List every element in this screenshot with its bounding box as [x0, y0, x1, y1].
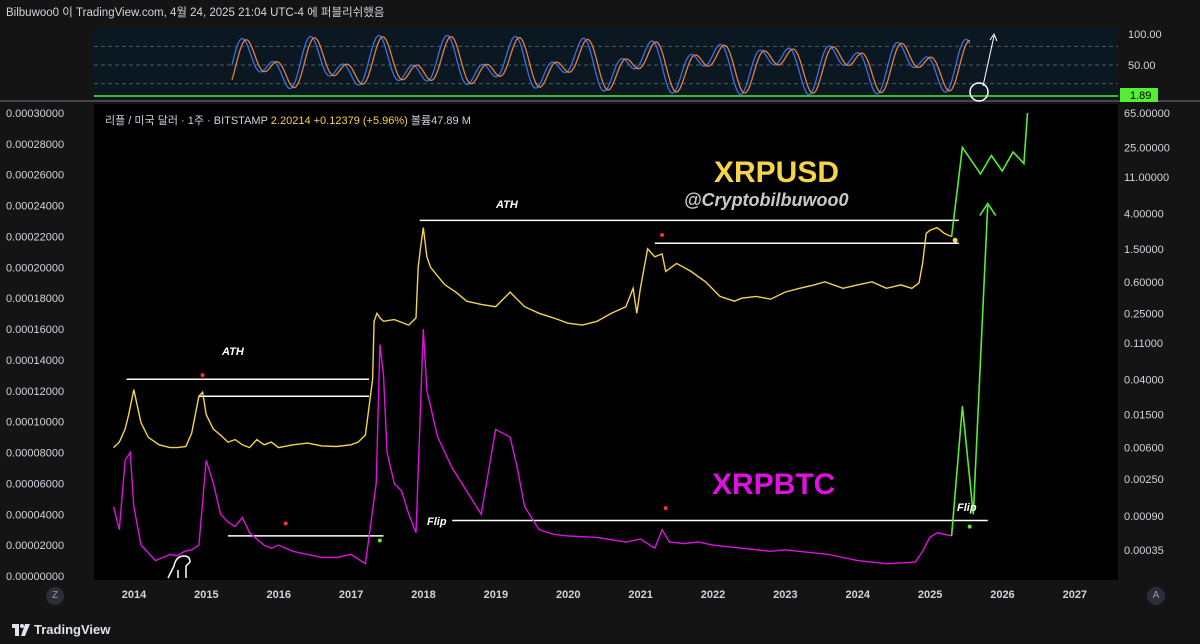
symbol-legend: 리플 / 미국 달러 · 1주 · BITSTAMP 2.20214 +0.12… — [105, 112, 471, 128]
auto-scale-button[interactable]: A — [1147, 587, 1165, 605]
symbol-price: 2.20214 — [270, 115, 311, 127]
dinosaur-icon — [167, 555, 191, 579]
x-tick-2015: 2015 — [194, 589, 218, 601]
author-watermark: @Cryptobilbuwoo0 — [684, 190, 849, 210]
right-tick-0.25000: 0.25000 — [1124, 308, 1164, 320]
right-tick-11.00000: 11.00000 — [1124, 172, 1169, 184]
x-tick-2021: 2021 — [628, 589, 652, 601]
marker-red-2015 — [200, 373, 205, 378]
oscillator-tick-50: 50.00 — [1128, 60, 1156, 72]
right-tick-0.00600: 0.00600 — [1124, 443, 1164, 455]
left-tick-10: 0.00020000 — [6, 262, 64, 274]
left-tick-1: 0.00002000 — [6, 540, 64, 552]
left-tick-15: 0.00030000 — [6, 108, 64, 120]
x-tick-2024: 2024 — [845, 589, 870, 601]
right-tick-4.00000: 4.00000 — [1124, 208, 1164, 220]
left-tick-8: 0.00016000 — [6, 324, 64, 336]
symbol-change: +0.12379 (+5.96%) — [313, 115, 408, 127]
current-price-dot — [952, 237, 958, 243]
x-tick-2017: 2017 — [339, 589, 363, 601]
x-tick-2023: 2023 — [773, 589, 797, 601]
x-tick-2020: 2020 — [556, 589, 580, 601]
right-tick-65.00000: 65.00000 — [1124, 108, 1170, 120]
right-tick-0.60000: 0.60000 — [1124, 277, 1164, 289]
x-tick-2014: 2014 — [122, 589, 147, 601]
left-tick-0: 0.00000000 — [6, 571, 64, 583]
symbol-name: 리플 / 미국 달러 · 1주 · BITSTAMP — [105, 115, 268, 127]
chart-svg[interactable]: 100.00 50.00 1.89 2014 2015 2016 2017 2018 2019 2… — [0, 0, 1200, 616]
marker-red-2021 — [660, 232, 665, 237]
publish-header: Bilbuwoo0 이 TradingView.com, 4월 24, 2025… — [6, 7, 385, 19]
xrpbtc-projection-path — [950, 205, 989, 536]
x-tick-2022: 2022 — [701, 589, 725, 601]
oscillator-value-badge — [1120, 88, 1158, 102]
xrpusd-title-label: XRPUSD — [714, 156, 839, 189]
ath-label-2014: ATH — [221, 346, 245, 358]
left-tick-3: 0.00006000 — [6, 478, 64, 490]
left-tick-13: 0.00026000 — [6, 170, 64, 182]
oscillator-k-line — [231, 34, 971, 96]
timezone-button[interactable]: Z — [46, 587, 64, 605]
left-tick-9: 0.00018000 — [6, 293, 64, 305]
right-tick-0.00090: 0.00090 — [1124, 511, 1164, 523]
symbol-volume: 볼륨47.89 M — [410, 115, 471, 127]
x-tick-2019: 2019 — [484, 589, 508, 601]
x-tick-2027: 2027 — [1063, 589, 1087, 601]
left-tick-5: 0.00010000 — [6, 417, 64, 429]
marker-red-2021-btc — [663, 506, 668, 511]
tradingview-logo-icon — [12, 624, 30, 636]
right-tick-0.00035: 0.00035 — [1124, 545, 1164, 557]
right-tick-0.01500: 0.01500 — [1124, 410, 1164, 422]
left-tick-12: 0.00024000 — [6, 201, 64, 213]
xrpusd-projection-path — [950, 112, 1029, 237]
footer-bar: TradingView — [0, 616, 1200, 644]
right-tick-0.00250: 0.00250 — [1124, 474, 1164, 486]
oscillator-value-label: 1.89 — [1130, 90, 1151, 102]
x-tick-2025: 2025 — [918, 589, 942, 601]
oscillator-arrow-head — [989, 32, 998, 42]
right-tick-1.50000: 1.50000 — [1124, 244, 1164, 256]
marker-green-2017 — [377, 538, 382, 543]
right-tick-25.00000: 25.00000 — [1124, 142, 1170, 154]
right-tick-0.11000: 0.11000 — [1124, 338, 1163, 350]
tradingview-brand: TradingView — [34, 622, 111, 637]
left-tick-2: 0.00004000 — [6, 509, 64, 521]
oscillator-tick-100: 100.00 — [1128, 29, 1162, 41]
oscillator-arrow — [982, 35, 995, 87]
oscillator-d-line — [231, 36, 971, 94]
xrpusd-series-line — [113, 226, 952, 449]
x-tick-2018: 2018 — [411, 589, 435, 601]
left-tick-4: 0.00008000 — [6, 448, 64, 460]
ath-label-2018: ATH — [495, 199, 519, 211]
left-tick-14: 0.00028000 — [6, 139, 64, 151]
xrpbtc-series-line — [112, 329, 952, 565]
oscillator-highlight-circle — [969, 82, 989, 102]
left-tick-6: 0.00012000 — [6, 386, 64, 398]
right-tick-0.04000: 0.04000 — [1124, 374, 1164, 386]
left-tick-11: 0.00022000 — [6, 231, 64, 243]
main-pane-background — [94, 104, 1118, 580]
left-tick-7: 0.00014000 — [6, 355, 64, 367]
xrpbtc-title-label: XRPBTC — [712, 468, 835, 501]
pane-divider — [0, 100, 1200, 102]
flip-label-2017: Flip — [427, 516, 447, 528]
x-tick-2016: 2016 — [267, 589, 291, 601]
xrpbtc-projection-arrow — [979, 202, 997, 217]
flip-label-2025: Flip — [957, 502, 977, 514]
marker-green-2025 — [967, 524, 972, 529]
marker-red-2016 — [283, 521, 288, 526]
x-tick-2026: 2026 — [990, 589, 1014, 601]
